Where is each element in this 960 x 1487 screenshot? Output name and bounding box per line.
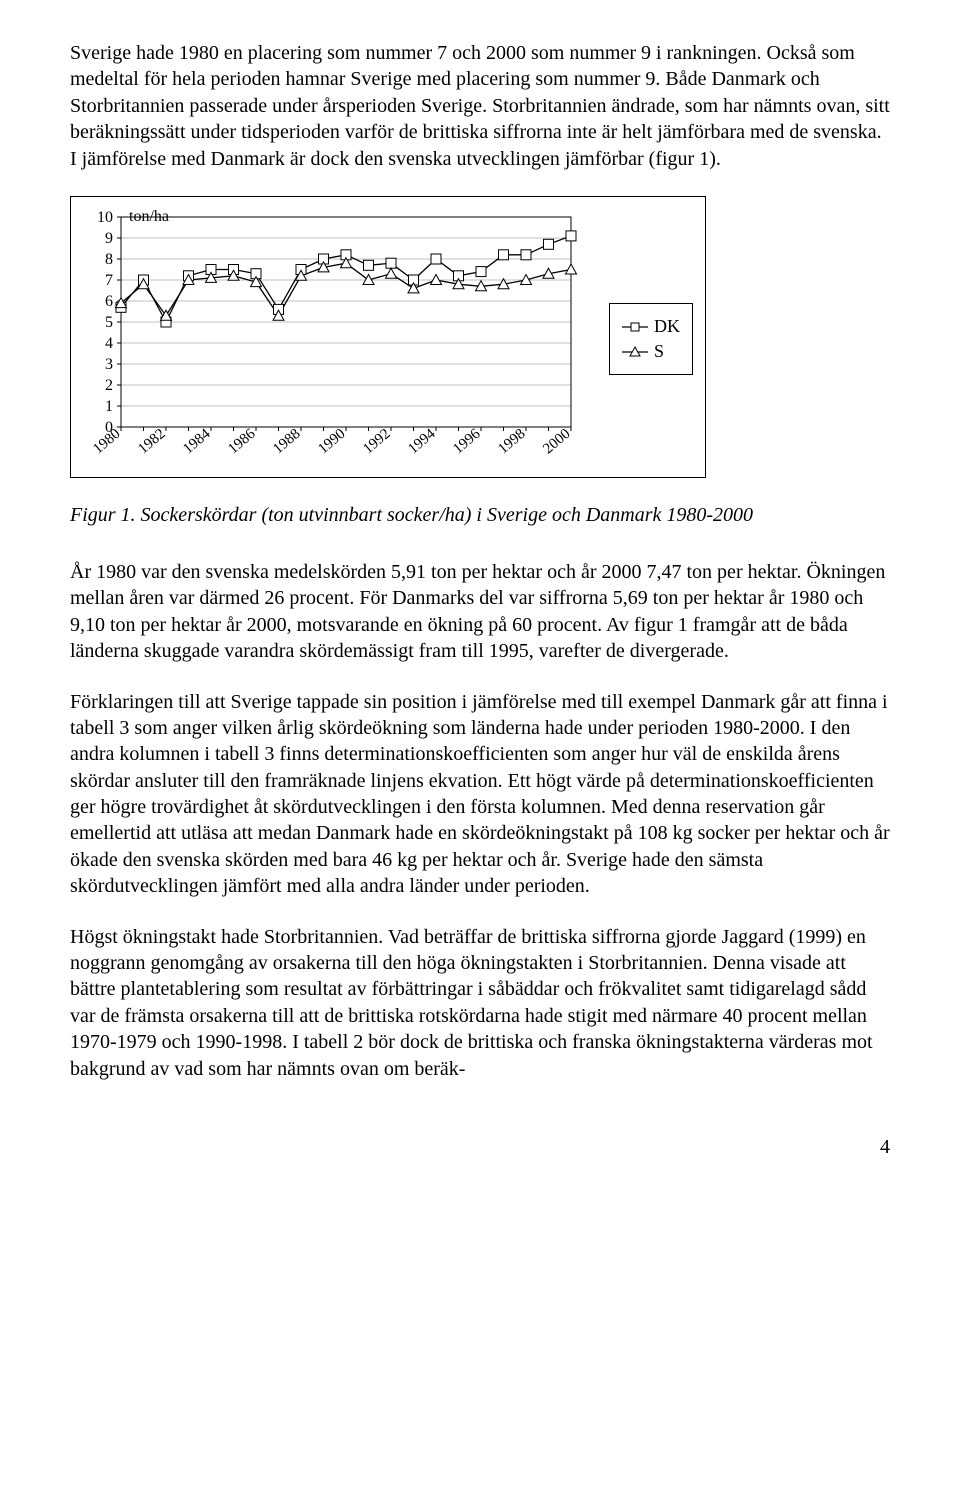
svg-text:1984: 1984 <box>180 425 214 457</box>
svg-text:5: 5 <box>105 314 113 331</box>
chart-legend: DK S <box>609 303 693 375</box>
svg-text:1998: 1998 <box>495 426 528 458</box>
figure-1-caption: Figur 1. Sockerskördar (ton utvinnbart s… <box>70 504 890 527</box>
svg-text:6: 6 <box>105 293 113 310</box>
paragraph-4: Högst ökningstakt hade Storbritannien. V… <box>70 924 890 1082</box>
svg-text:1992: 1992 <box>360 426 393 458</box>
svg-text:2: 2 <box>105 377 113 394</box>
svg-text:1988: 1988 <box>270 426 303 458</box>
legend-item: DK <box>622 316 680 337</box>
svg-text:10: 10 <box>97 209 113 226</box>
paragraph-1: Sverige hade 1980 en placering som numme… <box>70 40 890 172</box>
svg-text:1980: 1980 <box>90 426 123 458</box>
line-chart: 0123456789101980198219841986198819901992… <box>81 207 579 471</box>
svg-text:1982: 1982 <box>135 426 168 458</box>
figure-1: 0123456789101980198219841986198819901992… <box>70 196 890 478</box>
paragraph-2: År 1980 var den svenska medelskörden 5,9… <box>70 559 890 665</box>
chart-frame: 0123456789101980198219841986198819901992… <box>70 196 706 478</box>
svg-text:8: 8 <box>105 251 113 268</box>
svg-text:1990: 1990 <box>315 426 348 458</box>
svg-text:3: 3 <box>105 356 113 373</box>
legend-item: S <box>622 341 680 362</box>
page-number: 4 <box>70 1106 890 1159</box>
legend-swatch <box>622 345 648 357</box>
legend-label: DK <box>654 316 680 337</box>
page: Sverige hade 1980 en placering som numme… <box>0 0 960 1209</box>
paragraph-3: Förklaringen till att Sverige tappade si… <box>70 689 890 900</box>
svg-text:1994: 1994 <box>405 425 439 457</box>
svg-text:2000: 2000 <box>540 426 573 458</box>
svg-text:4: 4 <box>105 335 113 352</box>
svg-text:7: 7 <box>105 272 113 289</box>
svg-text:9: 9 <box>105 230 113 247</box>
legend-swatch <box>622 320 648 332</box>
svg-text:1986: 1986 <box>225 425 259 457</box>
svg-text:1: 1 <box>105 398 113 415</box>
legend-label: S <box>654 341 664 362</box>
svg-text:ton/ha: ton/ha <box>129 208 169 225</box>
svg-text:1996: 1996 <box>450 425 484 457</box>
